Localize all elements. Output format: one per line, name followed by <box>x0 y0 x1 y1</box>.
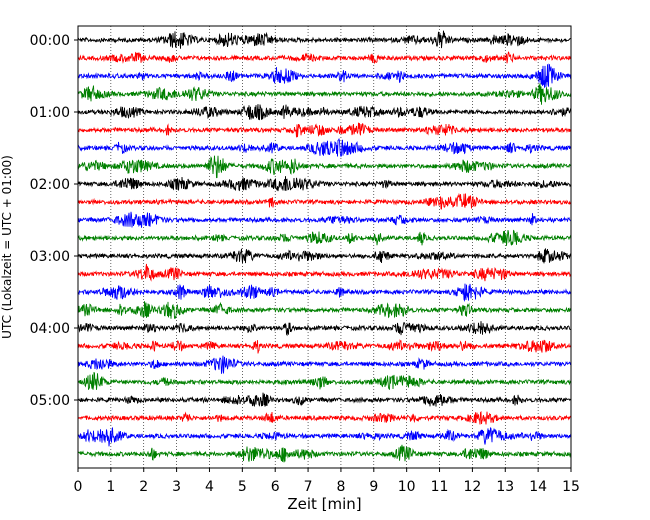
x-tick-label: 8 <box>336 479 345 495</box>
trace-line-15 <box>77 301 572 319</box>
trace-line-4 <box>77 104 572 121</box>
trace-line-6 <box>77 137 572 158</box>
x-tick-label: 15 <box>562 479 580 495</box>
trace-line-17 <box>77 339 572 354</box>
x-tick-label: 12 <box>463 479 481 495</box>
x-tick-label: 10 <box>398 479 416 495</box>
trace-line-12 <box>77 248 572 264</box>
y-axis-label: UTC (Lokalzeit = UTC + 01:00) <box>0 155 14 339</box>
y-axis-ticks: 00:00 01:00 02:00 03:00 04:00 05:00 <box>30 33 78 409</box>
x-tick-label: 1 <box>106 479 115 495</box>
trace-line-14 <box>77 283 572 303</box>
trace-line-23 <box>77 444 572 463</box>
x-tick-label: 0 <box>74 479 83 495</box>
x-tick-label: 9 <box>369 479 378 495</box>
y-tick-label: 01:00 <box>30 105 70 121</box>
trace-line-1 <box>77 51 572 64</box>
x-tick-label: 3 <box>172 479 181 495</box>
x-tick-label: 6 <box>271 479 280 495</box>
y-tick-label: 00:00 <box>30 33 70 49</box>
x-tick-label: 4 <box>205 479 214 495</box>
trace-line-19 <box>77 371 572 391</box>
trace-line-10 <box>77 211 572 228</box>
trace-line-8 <box>77 176 572 192</box>
trace-line-22 <box>77 427 572 447</box>
y-tick-label: 04:00 <box>30 321 70 337</box>
trace-line-3 <box>77 83 572 105</box>
trace-line-18 <box>77 355 572 374</box>
y-tick-label: 02:00 <box>30 177 70 193</box>
x-tick-label: 2 <box>139 479 148 495</box>
trace-line-7 <box>77 155 572 179</box>
plot-frame <box>77 25 572 469</box>
y-tick-label: 05:00 <box>30 393 70 409</box>
trace-line-2 <box>77 63 572 88</box>
trace-line-11 <box>77 229 572 246</box>
trace-line-13 <box>77 263 572 282</box>
y-tick-label: 03:00 <box>30 249 70 265</box>
seismic-traces <box>77 30 572 463</box>
x-axis-ticks: 0 1 2 3 4 5 6 7 8 9 10 11 12 13 14 15 <box>74 468 580 495</box>
x-axis-label: Zeit [min] <box>287 495 361 513</box>
trace-line-16 <box>77 321 572 337</box>
trace-line-5 <box>77 122 572 138</box>
x-tick-label: 14 <box>529 479 547 495</box>
x-tick-label: 7 <box>304 479 313 495</box>
trace-line-9 <box>77 192 572 210</box>
x-tick-label: 11 <box>431 479 449 495</box>
trace-line-0 <box>77 30 572 49</box>
x-tick-label: 5 <box>238 479 247 495</box>
trace-line-20 <box>77 392 572 407</box>
trace-line-21 <box>77 410 572 425</box>
x-tick-label: 13 <box>496 479 514 495</box>
